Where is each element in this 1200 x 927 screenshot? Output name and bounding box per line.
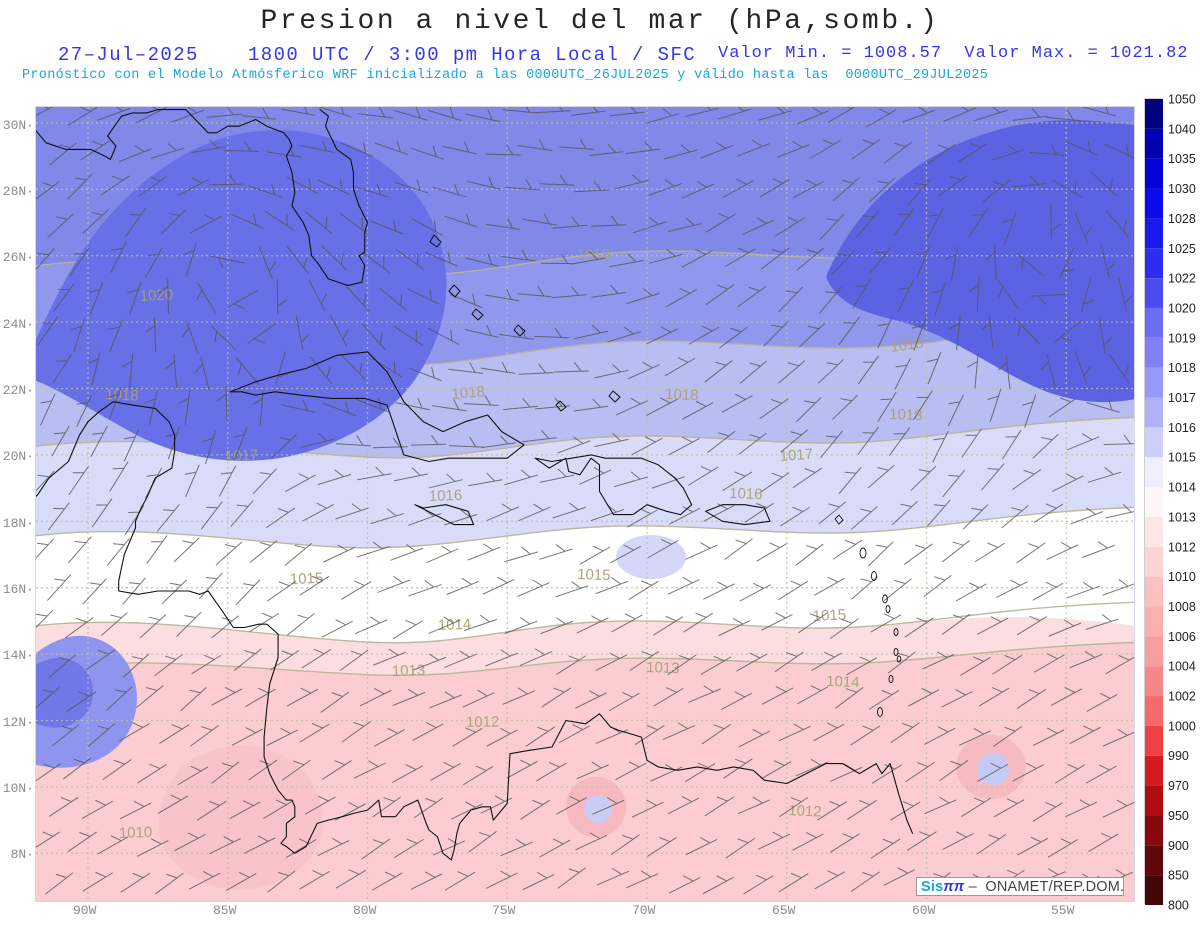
svg-text:1025: 1025	[1168, 242, 1196, 256]
svg-text:850: 850	[1168, 869, 1189, 883]
svg-text:1000: 1000	[1168, 719, 1196, 733]
svg-text:800: 800	[1168, 899, 1189, 913]
svg-text:1010: 1010	[1168, 570, 1196, 584]
svg-text:1016: 1016	[1168, 421, 1196, 435]
svg-text:1022: 1022	[1168, 272, 1196, 286]
svg-text:1028: 1028	[1168, 212, 1196, 226]
svg-text:1050: 1050	[1168, 93, 1196, 107]
svg-text:1017: 1017	[1168, 391, 1196, 405]
svg-text:1018: 1018	[1168, 361, 1196, 375]
svg-text:1020: 1020	[1168, 301, 1196, 315]
svg-text:1008: 1008	[1168, 600, 1196, 614]
svg-text:1014: 1014	[1168, 481, 1196, 495]
svg-text:1040: 1040	[1168, 122, 1196, 136]
svg-text:1012: 1012	[1168, 540, 1196, 554]
svg-text:1030: 1030	[1168, 182, 1196, 196]
svg-text:1004: 1004	[1168, 660, 1196, 674]
svg-text:1019: 1019	[1168, 331, 1196, 345]
svg-text:1002: 1002	[1168, 690, 1196, 704]
svg-text:1006: 1006	[1168, 630, 1196, 644]
svg-text:970: 970	[1168, 779, 1189, 793]
svg-text:950: 950	[1168, 809, 1189, 823]
svg-text:900: 900	[1168, 839, 1189, 853]
svg-text:990: 990	[1168, 749, 1189, 763]
svg-text:1013: 1013	[1168, 510, 1196, 524]
svg-text:1015: 1015	[1168, 451, 1196, 465]
svg-text:1035: 1035	[1168, 152, 1196, 166]
